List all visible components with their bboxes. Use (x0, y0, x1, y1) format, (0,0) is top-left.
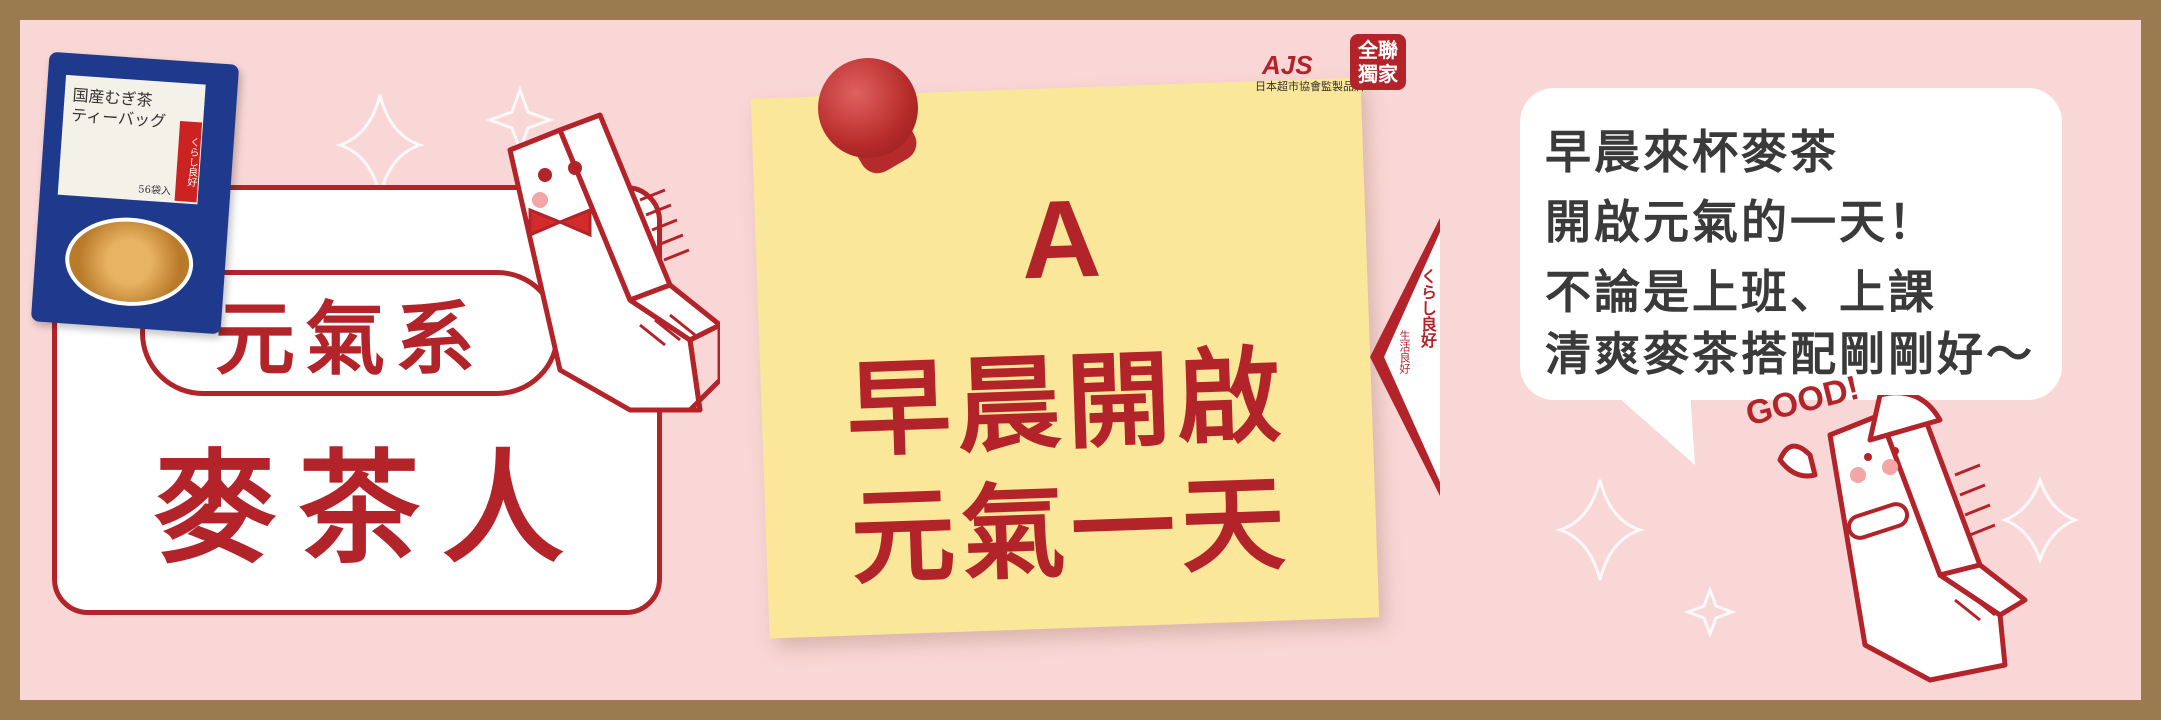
pushpin-icon (818, 58, 918, 158)
sparkle-icon (335, 94, 425, 196)
bubble-line-4: 清爽麥茶搭配剛剛好～ (1545, 327, 2035, 381)
tea-cup-image (62, 213, 197, 311)
bubble-line-1: 早晨來杯麥茶 (1545, 125, 1839, 179)
sticky-note: A 早晨開啟 元氣一天 (750, 77, 1380, 639)
exclusive-badge: 全聯 獨家 (1350, 34, 1406, 90)
ajs-logo: AJS (1262, 50, 1313, 80)
side-tab-brand: くらし良好 (1418, 268, 1437, 348)
sparkle-icon (1555, 479, 1645, 581)
note-letter: A (1019, 176, 1103, 303)
sparkle-icon (1683, 585, 1737, 639)
side-tab-tagline: 生活良好 (1398, 330, 1411, 374)
main-title: 麥茶人 (154, 438, 586, 580)
bubble-line-2: 開啟元氣的一天！ (1545, 195, 1937, 249)
speech-bubble (1520, 88, 2062, 400)
mascot-l-block-illustration (507, 112, 720, 413)
note-line-2: 元氣一天 (849, 462, 1294, 600)
speech-bubble-tail (1610, 390, 1695, 465)
sparkle-icon (2000, 475, 2080, 565)
side-tab (1370, 218, 1440, 496)
ajs-logo-subtitle: 日本超市協會監製品牌 (1255, 80, 1365, 93)
bubble-line-3: 不論是上班、上課 (1545, 265, 1937, 319)
product-package-image: 国産むぎ茶 ティーバッグ 56袋入 くらし良好 (30, 51, 240, 335)
mascot-thumbs-up-illustration (1777, 395, 2028, 683)
